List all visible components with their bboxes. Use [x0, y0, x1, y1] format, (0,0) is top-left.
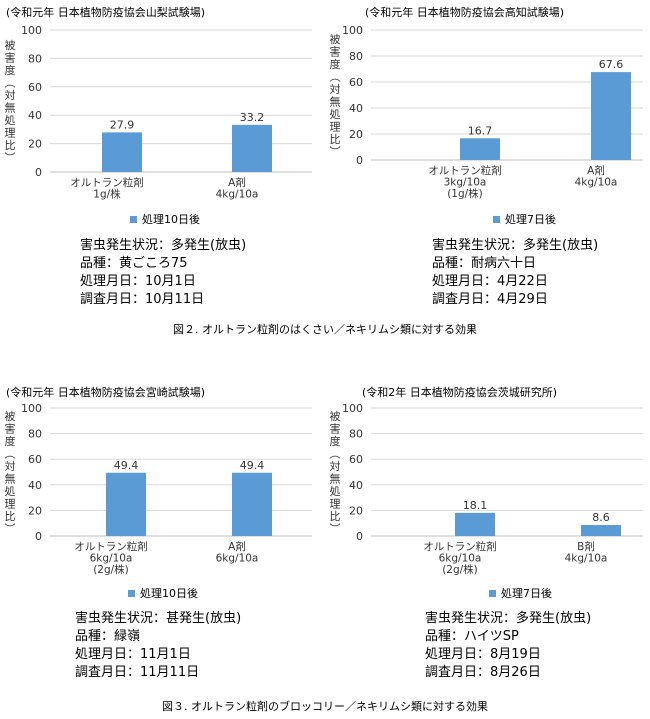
info-treatment-date: 処理月日：11月1日 — [75, 647, 191, 662]
y-tick-label: 20 — [349, 504, 363, 517]
y-axis-label: 被害度︵対無処理比︶ — [330, 410, 341, 536]
info-block: 害虫発生状況：多発生(放虫) 品種：耐病六十日 処理月日：4月22日 調査月日：… — [432, 237, 598, 309]
chart-title: (令和元年 日本植物防疫協会高知試験場) — [365, 6, 565, 19]
y-tick-label: 40 — [28, 109, 42, 122]
y-axis-label: 被害度︵対無処理比︶ — [5, 39, 16, 165]
y-tick-label: 40 — [28, 479, 42, 492]
y-tick-label: 0 — [356, 154, 363, 167]
info-pest-status: 害虫発生状況：甚発生(放虫) — [75, 611, 242, 626]
legend-swatch — [489, 589, 496, 597]
legend-label: 処理10日後 — [140, 587, 198, 600]
bar — [581, 524, 621, 536]
info-block: 害虫発生状況：甚発生(放虫) 品種：緑嶺 処理月日：11月1日 調査月日：11月… — [75, 610, 241, 682]
info-block: 害虫発生状況：多発生(放虫) 品種：黄ごころ75 処理月日：10月1日 調査月日… — [80, 237, 246, 309]
legend-swatch — [128, 589, 135, 597]
chart-panel-yamanashi: (令和元年 日本植物防疫協会山梨試験場) 0 20 40 60 80 100 被害度︵対無処… — [0, 0, 325, 320]
y-tick-label: 20 — [28, 504, 42, 517]
legend: 処理7日後 — [493, 211, 556, 227]
data-label: 8.6 — [592, 511, 610, 524]
info-variety: 品種：黄ごころ75 — [80, 256, 188, 271]
bar — [106, 472, 146, 536]
info-survey-date: 調査月日：11月11日 — [75, 665, 200, 680]
figure-caption-2: 図２. オルトラン粒剤のはくさい／ネキリムシ類に対する効果 — [173, 323, 477, 336]
info-variety: 品種：緑嶺 — [75, 629, 141, 644]
data-label: 49.4 — [114, 459, 139, 472]
y-axis-label: 被害度︵対無処理比︶ — [5, 410, 16, 536]
data-label: 67.6 — [599, 58, 624, 71]
bar — [102, 132, 142, 172]
data-label: 27.9 — [110, 118, 135, 131]
chart-panel-kochi: (令和元年 日本植物防疫協会高知試験場) 0 20 40 60 80 100 被害度︵対無処… — [325, 0, 650, 320]
legend-swatch — [130, 215, 137, 223]
info-treatment-date: 処理月日：10月1日 — [80, 274, 196, 289]
chart-title: (令和2年 日本植物防疫協会茨城研究所) — [362, 386, 558, 399]
data-label: 16.7 — [468, 124, 493, 137]
bar — [460, 138, 500, 160]
info-treatment-date: 処理月日：4月22日 — [432, 274, 548, 289]
info-variety: 品種：ハイツSP — [425, 629, 519, 644]
y-tick-label: 80 — [349, 50, 363, 63]
bar-chart: 0 20 40 60 80 100 被害度︵対無処理比︶ 27.9 オルトラン粒剤 1g/株 33.… — [5, 24, 312, 201]
x-tick-label: オルトラン粒剤 6kg/10a (2g/株) — [74, 540, 148, 576]
chart-title: (令和元年 日本植物防疫協会山梨試験場) — [6, 6, 206, 19]
chart-title: (令和元年 日本植物防疫協会宮崎試験場) — [6, 386, 206, 399]
y-tick-label: 100 — [342, 24, 363, 37]
y-tick-label: 60 — [349, 453, 363, 466]
y-tick-label: 100 — [21, 24, 42, 37]
bar — [232, 124, 272, 172]
bar-chart: 0 20 40 60 80 100 被害度︵対無処理比︶ 49.4 オルトラン粒剤 6kg/10a… — [5, 402, 312, 576]
chart-panel-miyazaki: (令和元年 日本植物防疫協会宮崎試験場) 0 20 40 60 80 100 被害度︵対無処… — [0, 380, 325, 700]
y-tick-label: 100 — [21, 402, 42, 415]
info-survey-date: 調査月日：8月26日 — [425, 665, 541, 680]
y-tick-label: 0 — [35, 530, 42, 543]
x-tick-label: オルトラン粒剤 6kg/10a (2g/株) — [423, 540, 497, 576]
chart-panel-ibaraki: (令和2年 日本植物防疫協会茨城研究所) 0 20 40 60 80 100 被害度︵対無処… — [325, 380, 650, 700]
x-tick-label: オルトラン粒剤 3kg/10a (1g/株) — [428, 164, 502, 200]
y-tick-label: 20 — [349, 128, 363, 141]
bar — [591, 72, 631, 160]
info-treatment-date: 処理月日：8月19日 — [425, 647, 541, 662]
x-tick-label: オルトラン粒剤 1g/株 — [70, 176, 144, 201]
y-tick-label: 0 — [35, 166, 42, 179]
info-variety: 品種：耐病六十日 — [432, 256, 537, 271]
bar — [455, 512, 495, 536]
x-tick-label: A剤 6kg/10a — [216, 540, 259, 565]
info-survey-date: 調査月日：4月29日 — [432, 292, 548, 307]
y-tick-label: 80 — [28, 428, 42, 441]
y-tick-label: 60 — [28, 81, 42, 94]
data-label: 18.1 — [463, 499, 488, 512]
info-block: 害虫発生状況：多発生(放虫) 品種：ハイツSP 処理月日：8月19日 調査月日：… — [425, 610, 591, 682]
x-tick-label: A剤 4kg/10a — [575, 164, 618, 189]
info-survey-date: 調査月日：10月11日 — [80, 292, 205, 307]
data-label: 49.4 — [240, 459, 265, 472]
info-pest-status: 害虫発生状況：多発生(放虫) — [80, 238, 247, 253]
x-tick-label: A剤 4kg/10a — [216, 176, 259, 201]
legend: 処理7日後 — [489, 585, 552, 601]
bar — [232, 472, 272, 536]
legend-label: 処理7日後 — [505, 213, 556, 226]
legend-label: 処理7日後 — [501, 587, 552, 600]
y-tick-label: 20 — [28, 138, 42, 151]
figure-caption-3: 図３. オルトラン粒剤のブロッコリー／ネキリムシ類に対する効果 — [162, 700, 488, 713]
y-tick-label: 0 — [356, 530, 363, 543]
info-pest-status: 害虫発生状況：多発生(放虫) — [425, 611, 592, 626]
data-label: 33.2 — [240, 111, 265, 124]
info-pest-status: 害虫発生状況：多発生(放虫) — [432, 238, 599, 253]
legend: 処理10日後 — [128, 585, 198, 601]
y-tick-label: 60 — [349, 76, 363, 89]
y-tick-label: 80 — [349, 428, 363, 441]
y-tick-label: 40 — [349, 479, 363, 492]
legend: 処理10日後 — [130, 211, 200, 227]
y-axis-label: 被害度︵対無処理比︶ — [330, 33, 341, 159]
y-tick-label: 80 — [28, 52, 42, 65]
y-tick-label: 60 — [28, 453, 42, 466]
y-tick-label: 100 — [342, 402, 363, 415]
legend-swatch — [493, 215, 500, 223]
x-tick-label: B剤 4kg/10a — [565, 540, 608, 565]
y-tick-label: 40 — [349, 102, 363, 115]
legend-label: 処理10日後 — [142, 213, 200, 226]
